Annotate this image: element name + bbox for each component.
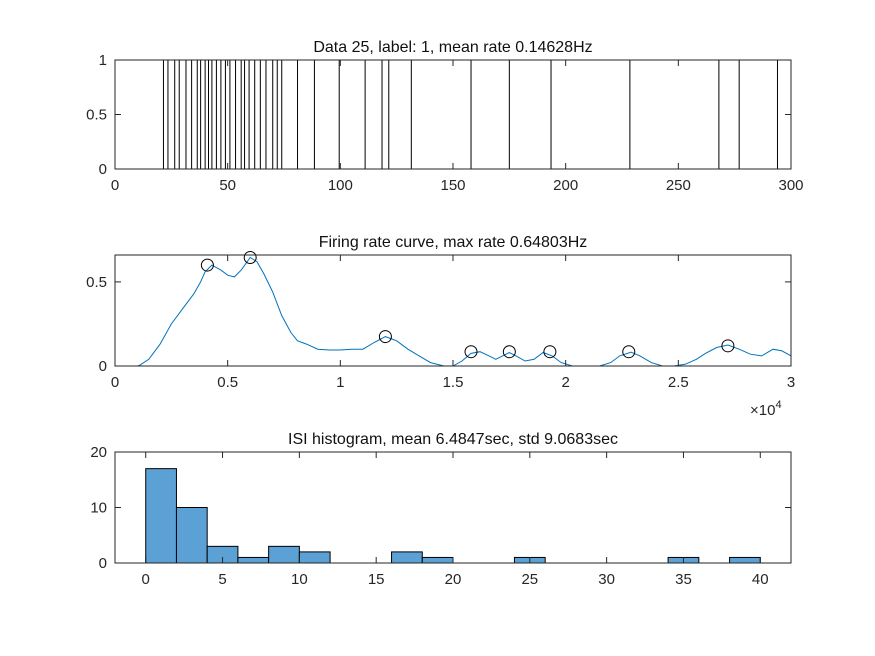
x-exponent-base: ×10 <box>750 402 775 419</box>
x-tick-label: 0 <box>111 177 119 194</box>
peak-marker <box>622 345 636 359</box>
x-tick-label: 1 <box>336 374 344 391</box>
isi-histogram-y-ticks: 0 10 20 <box>90 444 791 572</box>
isi-histogram-bars <box>145 468 761 564</box>
peak-marker <box>543 345 557 359</box>
x-tick-label: 20 <box>445 571 462 588</box>
x-tick-label: 250 <box>666 177 691 194</box>
x-tick-label: 25 <box>521 571 538 588</box>
x-tick-label: 30 <box>598 571 615 588</box>
raster-title: Data 25, label: 1, mean rate 0.14628Hz <box>313 39 592 56</box>
raster-plot-area <box>115 60 791 169</box>
x-tick-label: 35 <box>675 571 692 588</box>
histogram-bar <box>391 551 423 564</box>
x-tick-label: 15 <box>368 571 385 588</box>
x-exponent-label: ×104 <box>750 399 782 419</box>
x-tick-label: 100 <box>328 177 353 194</box>
x-tick-label: 50 <box>219 177 236 194</box>
x-tick-label: 150 <box>440 177 465 194</box>
raster-x-ticks: 0 50 100 150 200 250 300 <box>111 60 804 194</box>
isi-histogram-plot-area <box>115 452 791 563</box>
y-tick-label: 10 <box>90 500 107 517</box>
x-tick-label: 40 <box>752 571 769 588</box>
y-tick-label: 0 <box>99 555 107 572</box>
peak-marker <box>502 345 516 359</box>
y-tick-label: 0 <box>99 358 107 375</box>
y-tick-label: 1 <box>99 52 107 69</box>
peak-marker <box>721 339 735 353</box>
firing-rate-title: Firing rate curve, max rate 0.64803Hz <box>319 234 588 251</box>
x-tick-label: 2 <box>561 374 569 391</box>
histogram-bar <box>175 507 208 564</box>
raster-subplot: Data 25, label: 1, mean rate 0.14628Hz 0… <box>86 39 803 194</box>
x-exponent-power: 4 <box>775 399 781 411</box>
peak-marker <box>464 345 478 359</box>
histogram-bar <box>268 545 300 564</box>
peak-marker <box>243 251 257 265</box>
isi-histogram-x-ticks: 0 5 10 15 20 25 30 35 40 <box>142 452 769 588</box>
x-tick-label: 0 <box>111 374 119 391</box>
raster-y-ticks: 00.51 <box>86 52 791 178</box>
peak-marker <box>200 258 214 272</box>
x-tick-label: 1.5 <box>443 374 464 391</box>
x-tick-label: 0.5 <box>217 374 238 391</box>
y-tick-label: 0 <box>99 161 107 178</box>
x-tick-label: 200 <box>553 177 578 194</box>
x-tick-label: 3 <box>787 374 795 391</box>
histogram-bar <box>298 551 331 564</box>
histogram-bar <box>421 556 454 564</box>
firing-rate-y-ticks: 00.5 <box>86 274 791 375</box>
histogram-bar <box>237 556 270 564</box>
x-tick-label: 0 <box>142 571 150 588</box>
raster-spikes <box>162 60 778 169</box>
x-tick-label: 10 <box>291 571 308 588</box>
x-tick-label: 2.5 <box>668 374 689 391</box>
histogram-bar <box>729 556 761 564</box>
y-tick-label: 0.5 <box>86 107 107 124</box>
firing-rate-plot-area <box>115 255 791 366</box>
x-tick-label: 300 <box>778 177 803 194</box>
y-tick-label: 0.5 <box>86 274 107 291</box>
isi-histogram-subplot: ISI histogram, mean 6.4847sec, std 9.068… <box>90 431 792 588</box>
isi-histogram-title: ISI histogram, mean 6.4847sec, std 9.068… <box>288 431 618 448</box>
x-tick-label: 5 <box>218 571 226 588</box>
peak-marker <box>378 330 392 344</box>
firing-rate-x-ticks: 0 0.5 1 1.5 2 2.5 3 <box>111 255 795 391</box>
histogram-bar <box>145 468 177 564</box>
y-tick-label: 20 <box>90 444 107 461</box>
